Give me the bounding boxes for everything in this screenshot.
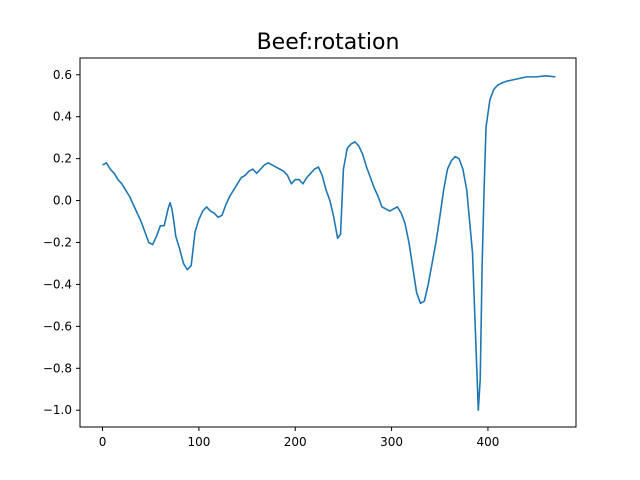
x-tick-label: 200 xyxy=(284,435,307,449)
chart-title: Beef:rotation xyxy=(257,30,400,55)
x-axis: 0 100 200 300 400 xyxy=(99,427,499,449)
y-tick-label: −0.8 xyxy=(43,361,72,375)
y-tick-label: −0.4 xyxy=(43,277,72,291)
series-layer xyxy=(102,75,556,412)
y-tick-label: 0.6 xyxy=(53,68,72,82)
x-tick-label: 400 xyxy=(476,435,499,449)
x-tick-label: 300 xyxy=(380,435,403,449)
x-tick-label: 0 xyxy=(99,435,107,449)
y-axis: 0.6 0.4 0.2 0.0 −0.2 −0.4 −0.6 −0.8 −1.0 xyxy=(43,68,80,417)
x-tick-label: 100 xyxy=(187,435,210,449)
y-tick-label: −0.2 xyxy=(43,236,72,250)
y-tick-label: 0.0 xyxy=(53,194,72,208)
y-tick-label: −1.0 xyxy=(43,403,72,417)
y-tick-label: 0.2 xyxy=(53,152,72,166)
y-tick-label: 0.4 xyxy=(53,110,72,124)
series-line xyxy=(102,75,556,412)
y-tick-label: −0.6 xyxy=(43,319,72,333)
